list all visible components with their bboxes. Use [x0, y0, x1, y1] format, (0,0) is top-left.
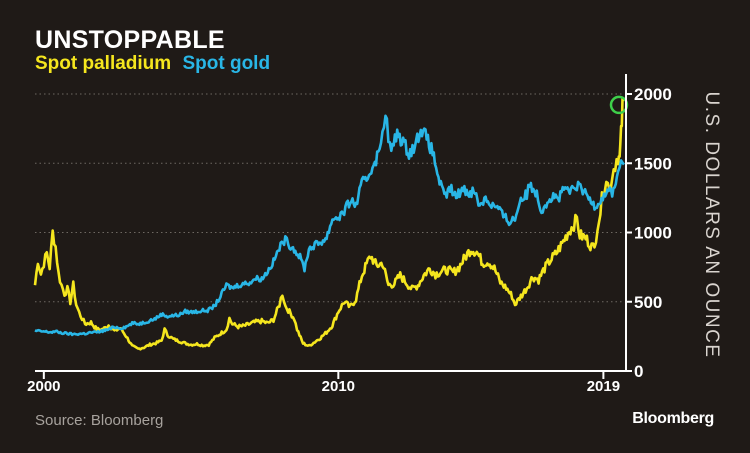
annotation-circle — [609, 95, 629, 115]
y-axis-label: U.S. DOLLARS AN OUNCE — [701, 92, 722, 359]
legend-gold: Spot gold — [182, 53, 271, 74]
x-tick-label-2010: 2010 — [322, 378, 355, 395]
legend: Spot palladium Spot gold — [35, 53, 276, 75]
x-tick-label-2019: 2019 — [587, 378, 620, 395]
series-line-gold — [34, 114, 626, 337]
x-tick-labels: 2000 2010 2019 — [27, 378, 620, 395]
bloomberg-logo: Bloomberg — [632, 410, 714, 427]
x-tick-label-2000: 2000 — [27, 378, 60, 395]
axes — [35, 74, 632, 379]
chart-title: UNSTOPPABLE — [35, 26, 225, 54]
y-tick-label-1000: 1000 — [634, 224, 672, 243]
source-note: Source: Bloomberg — [35, 412, 164, 429]
legend-palladium: Spot palladium — [35, 53, 172, 74]
y-tick-labels: 0 500 1000 1500 2000 — [634, 85, 672, 381]
y-tick-label-1500: 1500 — [634, 154, 672, 173]
y-tick-label-500: 500 — [634, 293, 662, 312]
series-line-palladium — [33, 97, 625, 351]
series-layer — [33, 95, 629, 351]
y-tick-label-0: 0 — [634, 362, 643, 381]
y-tick-label-2000: 2000 — [634, 85, 672, 104]
grid-lines — [35, 93, 624, 303]
